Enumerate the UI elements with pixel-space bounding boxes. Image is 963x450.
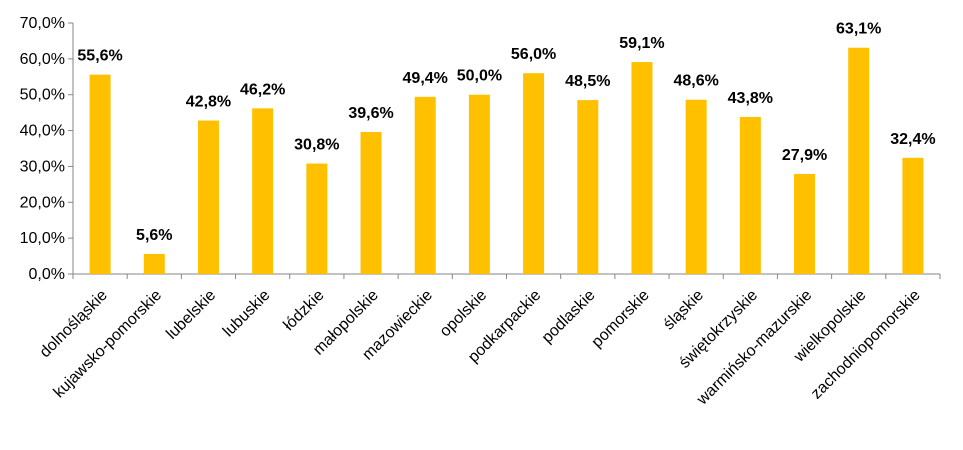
- data-label: 30,8%: [294, 137, 339, 154]
- data-label: 5,6%: [136, 227, 172, 244]
- data-label: 48,5%: [565, 73, 610, 90]
- y-tick-label: 40,0%: [20, 123, 65, 140]
- data-label: 63,1%: [836, 21, 881, 38]
- bar: [577, 100, 599, 274]
- data-label: 50,0%: [457, 68, 502, 85]
- data-label: 55,6%: [77, 48, 122, 65]
- y-tick-label: 70,0%: [20, 15, 65, 32]
- category-label: kujawsko-pomorskie: [51, 287, 166, 402]
- data-label: 27,9%: [782, 147, 827, 164]
- data-label: 42,8%: [186, 94, 231, 111]
- bar: [848, 47, 870, 275]
- data-label: 39,6%: [348, 105, 393, 122]
- y-tick-label: 30,0%: [20, 158, 65, 175]
- bar: [360, 132, 382, 274]
- y-tick-label: 60,0%: [20, 51, 65, 68]
- data-label: 48,6%: [673, 73, 718, 90]
- bar: [739, 116, 761, 275]
- bar: [143, 253, 165, 274]
- category-label: śląskie: [660, 287, 707, 334]
- chart-bars: [89, 47, 924, 275]
- bar: [89, 74, 111, 275]
- bar: [306, 163, 328, 274]
- category-label: łódzkie: [280, 287, 327, 334]
- bar: [685, 99, 707, 274]
- data-label: 56,0%: [511, 46, 556, 63]
- data-label: 32,4%: [890, 131, 935, 148]
- bar: [197, 120, 219, 274]
- data-label: 43,8%: [728, 90, 773, 107]
- bar: [414, 96, 436, 274]
- data-labels: 55,6% 5,6% 42,8% 46,2% 30,8% 39,6% 49,4% 50,0% 5…: [77, 21, 935, 244]
- category-label: zachodniopomorskie: [808, 287, 924, 403]
- y-axis-ticks: 0,0% 10,0% 20,0% 30,0% 40,0% 50,0% 60,0% 70,0%: [20, 15, 73, 283]
- y-tick-label: 10,0%: [20, 230, 65, 247]
- data-label: 49,4%: [403, 70, 448, 87]
- bar: [468, 94, 490, 274]
- bar: [523, 73, 545, 274]
- bar: [631, 62, 653, 274]
- category-label: lubuskie: [220, 287, 274, 341]
- y-tick-label: 0,0%: [29, 266, 65, 283]
- data-label: 46,2%: [240, 81, 285, 98]
- category-label: pomorskie: [589, 287, 653, 351]
- bar: [794, 173, 816, 274]
- category-label: opolskie: [437, 287, 491, 341]
- bar: [252, 108, 274, 274]
- data-label: 59,1%: [619, 35, 664, 52]
- y-tick-label: 20,0%: [20, 194, 65, 211]
- bar: [902, 157, 924, 274]
- category-label: lubelskie: [163, 287, 219, 343]
- y-tick-label: 50,0%: [20, 87, 65, 104]
